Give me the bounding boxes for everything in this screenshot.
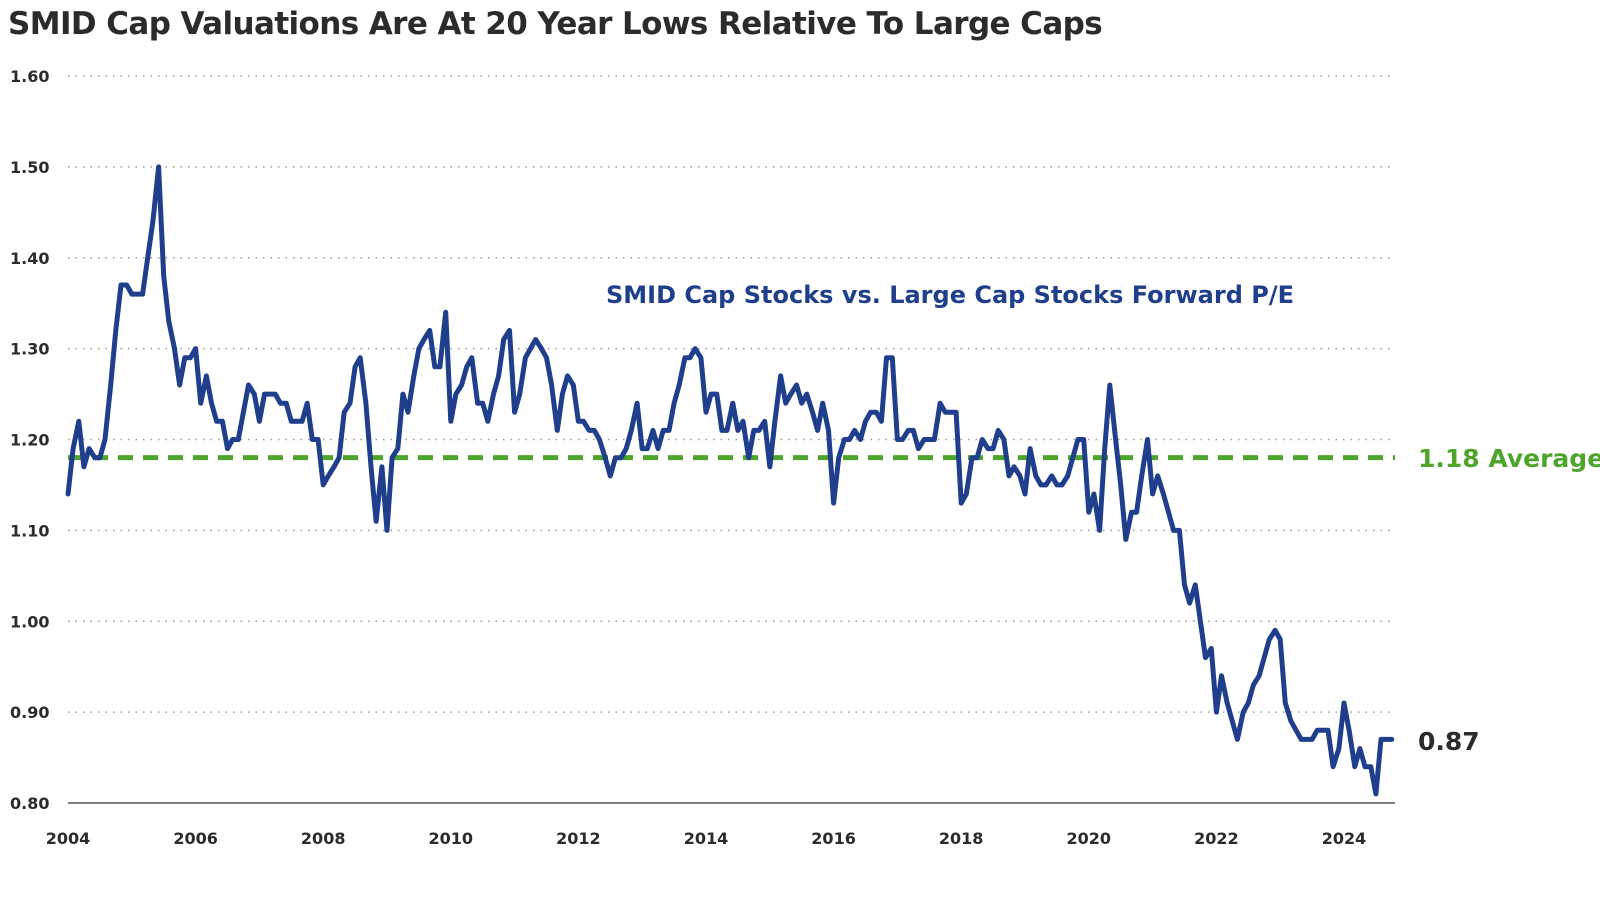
y-tick-label: 1.30 <box>10 340 49 359</box>
y-tick-label: 1.00 <box>10 612 49 631</box>
x-tick-label: 2024 <box>1322 829 1367 848</box>
x-tick-label: 2010 <box>429 829 474 848</box>
series-label: SMID Cap Stocks vs. Large Cap Stocks For… <box>606 281 1294 309</box>
x-tick-label: 2020 <box>1067 829 1112 848</box>
x-tick-label: 2008 <box>301 829 346 848</box>
x-tick-label: 2018 <box>939 829 984 848</box>
average-label: 1.18 Average <box>1418 444 1600 473</box>
y-axis-tick-labels: 0.80 0.90 1.00 1.10 1.20 1.30 1.40 1.50 1.60 <box>10 67 49 813</box>
last-value-label: 0.87 <box>1418 727 1480 756</box>
x-tick-label: 2014 <box>684 829 729 848</box>
x-axis-tick-labels: 2004 2006 2008 2010 2012 2014 2016 2018 2020 2022… <box>46 829 1366 848</box>
x-tick-label: 2006 <box>173 829 218 848</box>
x-tick-label: 2022 <box>1194 829 1239 848</box>
y-tick-label: 1.20 <box>10 431 49 450</box>
x-tick-label: 2016 <box>811 829 856 848</box>
chart-title: SMID Cap Valuations Are At 20 Year Lows … <box>8 6 1103 42</box>
x-tick-label: 2004 <box>46 829 91 848</box>
y-tick-label: 0.90 <box>10 703 49 722</box>
y-tick-label: 1.50 <box>10 158 49 177</box>
y-tick-label: 0.80 <box>10 794 49 813</box>
series-line-smid-vs-large-cap <box>65 164 1395 797</box>
y-tick-label: 1.60 <box>10 67 49 86</box>
y-tick-label: 1.10 <box>10 521 49 540</box>
x-tick-label: 2012 <box>556 829 601 848</box>
y-tick-label: 1.40 <box>10 249 49 268</box>
